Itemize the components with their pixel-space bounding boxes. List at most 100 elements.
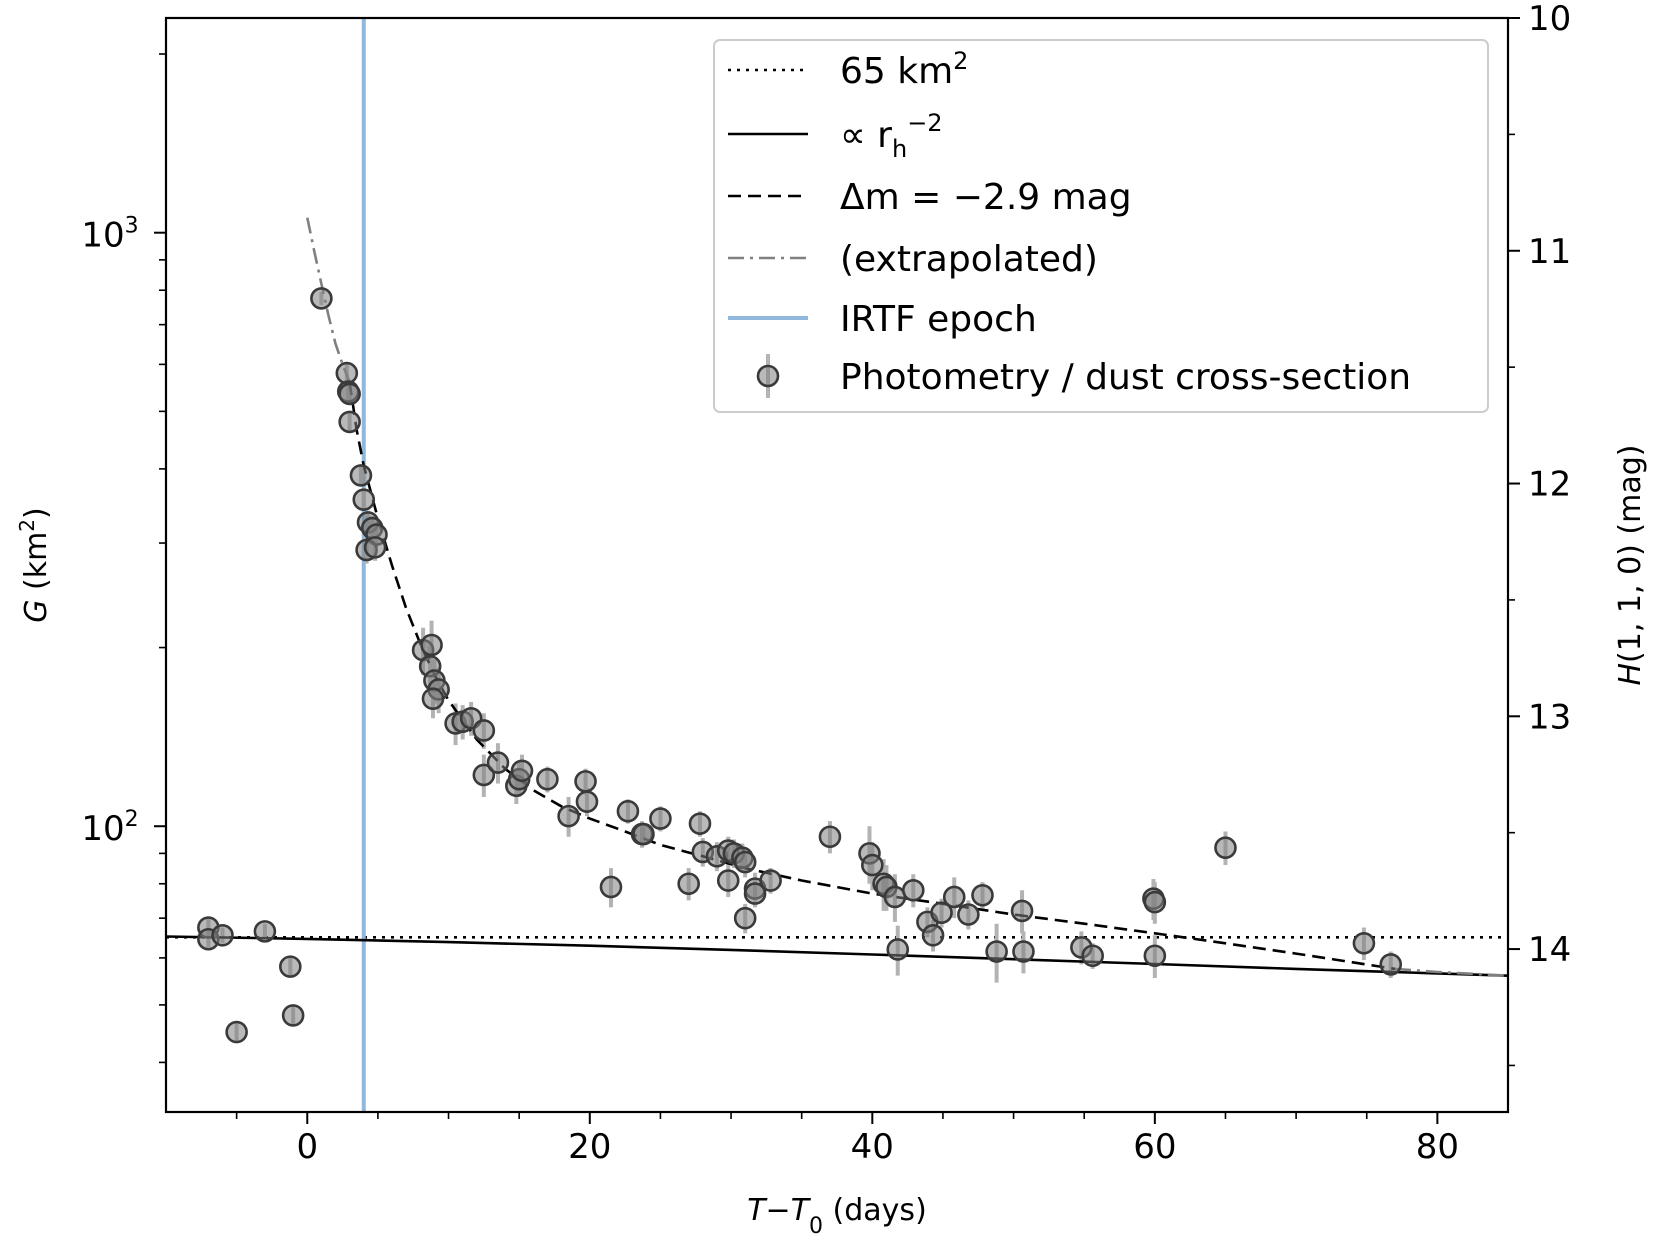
data-point-12 <box>349 464 373 487</box>
series-dashdot-3 <box>306 217 351 383</box>
y-title-close: ) <box>19 507 54 519</box>
data-point-76 <box>1143 890 1167 914</box>
series-solid-1 <box>165 935 1509 977</box>
data-point-63 <box>886 938 910 961</box>
data-point-66 <box>930 901 953 924</box>
data-point-41 <box>632 822 655 846</box>
legend-handle-marker <box>756 364 780 388</box>
y-tick-label-base-0: 10 <box>81 809 124 849</box>
data-point-11 <box>338 410 361 434</box>
data-point-37 <box>575 790 599 813</box>
y-right-tick-label-1: 11 <box>1528 232 1571 272</box>
x-title-t0-subscript: 0 <box>809 1214 823 1239</box>
data-point-62 <box>901 878 925 902</box>
y-right-tick-label-4: 14 <box>1528 930 1571 970</box>
data-point-51 <box>716 869 740 892</box>
data-point-58 <box>861 853 884 877</box>
data-point-29 <box>472 763 496 787</box>
data-point-61 <box>883 885 907 909</box>
data-point-80 <box>1379 953 1403 976</box>
y-right-tick-label-0: 10 <box>1528 0 1571 39</box>
data-point-74 <box>1081 944 1104 968</box>
data-point-4 <box>253 920 277 943</box>
data-point-54 <box>743 882 767 905</box>
data-point-43 <box>677 872 700 896</box>
legend-label-solid-sup: −2 <box>907 109 942 137</box>
legend-label-dotted-text: 65 km <box>840 51 953 92</box>
data-point-10 <box>338 382 361 406</box>
y-tick-label-base-1: 10 <box>81 216 124 256</box>
legend-label-dashed: Δm = −2.9 mag <box>840 177 1132 218</box>
data-point-8 <box>335 361 359 385</box>
series-dashdot-4 <box>1394 967 1509 977</box>
x-tick-label-4: 80 <box>1416 1127 1459 1167</box>
data-point-78 <box>1214 836 1237 860</box>
y-right-title-var: H <box>1613 663 1648 686</box>
data-point-36 <box>574 770 597 793</box>
data-point-30 <box>486 751 510 774</box>
x-tick-label-2: 40 <box>851 1127 894 1167</box>
data-point-69 <box>971 883 994 907</box>
data-point-53 <box>733 906 757 930</box>
y-right-axis-title: H(1, 1, 0) (mag) <box>1613 445 1648 686</box>
model-curves <box>165 217 1509 977</box>
legend: 65 km2 ∝ rh−2 Δm = −2.9 mag (extrapolate… <box>713 39 1489 413</box>
y-tick-label-exp-0: 2 <box>125 807 139 832</box>
plot-frame <box>164 16 1510 1114</box>
data-point-35 <box>557 804 580 828</box>
legend-label-points: Photometry / dust cross-section <box>840 357 1411 398</box>
data-points <box>197 287 1403 1044</box>
x-tick-label-3: 60 <box>1133 1127 1176 1167</box>
data-point-70 <box>985 940 1008 963</box>
data-point-42 <box>649 807 672 830</box>
legend-label-dotted: 65 km2 <box>840 47 968 92</box>
x-tick-label-1: 20 <box>568 1127 611 1167</box>
y-right-title-args: (1, 1, 0) <box>1613 544 1648 663</box>
data-point-39 <box>616 799 640 823</box>
data-point-71 <box>1010 899 1034 923</box>
y-title-var: G <box>19 600 54 623</box>
data-point-13 <box>352 488 376 511</box>
data-point-3 <box>225 1020 248 1044</box>
data-point-68 <box>957 903 980 926</box>
data-point-5 <box>279 955 302 978</box>
data-point-34 <box>536 767 559 791</box>
y-right-title-unit: (mag) <box>1613 445 1648 545</box>
data-point-67 <box>942 885 966 909</box>
data-point-77 <box>1143 944 1167 968</box>
legend-label-solid-text: ∝ r <box>840 115 892 156</box>
data-point-28 <box>472 719 496 742</box>
data-point-65 <box>921 923 945 947</box>
x-title-t: T <box>747 1193 768 1228</box>
data-point-24 <box>421 687 445 711</box>
x-title-minus: − <box>766 1193 791 1228</box>
legend-label-solid: ∝ rh−2 <box>840 109 943 163</box>
data-point-55 <box>759 869 782 892</box>
y-tick-label-exp-1: 3 <box>125 214 139 239</box>
x-axis-title: T−T0 (days) <box>747 1193 927 1239</box>
y-tick-label-0: 102 <box>81 807 138 849</box>
legend-label-dotted-sup: 2 <box>953 47 968 75</box>
series-dashed-2 <box>348 382 1396 971</box>
legend-handles <box>728 68 808 398</box>
data-point-7 <box>310 287 333 310</box>
data-point-20 <box>420 633 443 657</box>
data-point-18 <box>363 536 387 559</box>
y-right-tick-label-3: 13 <box>1528 697 1571 737</box>
data-point-72 <box>1012 940 1035 963</box>
y-title-unit: (km <box>19 532 54 600</box>
y-right-tick-label-2: 12 <box>1528 465 1571 505</box>
y-axis-title: G (km2) <box>15 507 54 623</box>
data-point-56 <box>818 825 842 849</box>
data-point-6 <box>281 1004 305 1027</box>
legend-label-irtf: IRTF epoch <box>840 299 1037 340</box>
data-point-38 <box>599 875 623 899</box>
data-point-33 <box>510 759 534 783</box>
data-point-44 <box>688 812 712 835</box>
reference-lines <box>166 18 1508 1112</box>
data-point-50 <box>733 850 757 874</box>
legend-label-solid-sub: h <box>892 135 907 163</box>
y-title-superscript: 2 <box>15 519 39 532</box>
